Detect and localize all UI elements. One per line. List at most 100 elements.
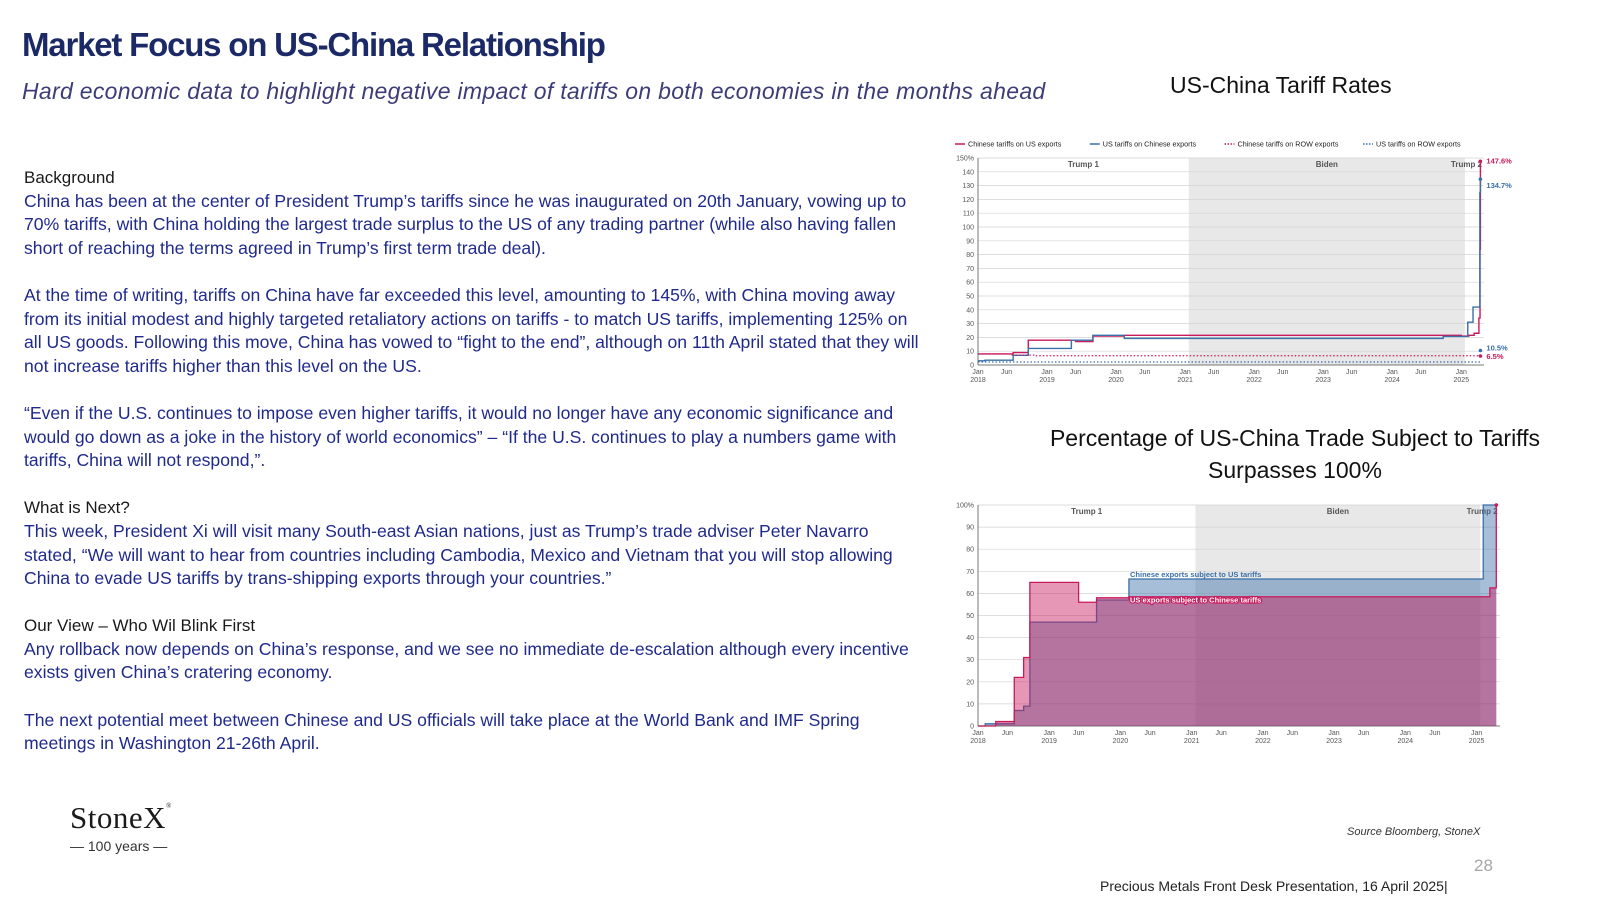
x-tick-line: Jun: [1144, 730, 1155, 737]
logo-reg: ®: [166, 802, 172, 810]
x-tick-line: Jan: [1257, 730, 1268, 737]
x-tick-label: Jan 2019: [1039, 369, 1055, 384]
x-tick-label: Jan 2018: [970, 369, 986, 384]
y-tick-label: 30: [966, 321, 974, 328]
x-tick-label: Jun: [1415, 369, 1426, 376]
y-tick-label: 0: [970, 363, 974, 370]
end-label: 6.5%: [1486, 352, 1503, 361]
x-tick-line: Jan: [1041, 369, 1052, 376]
x-tick-label: Jun: [1358, 730, 1369, 737]
end-marker: [1478, 159, 1483, 164]
x-tick-label: Jun: [1346, 369, 1357, 376]
trade-share-chart: Trump 1 Biden Trump 2 0 10 20 30 40 50 60 70 80 90 10…: [956, 503, 1500, 745]
x-tick-line: Jun: [1287, 730, 1298, 737]
x-tick-line: Jan: [1471, 730, 1482, 737]
page-subtitle: Hard economic data to highlight negative…: [22, 78, 1046, 104]
end-label: 147.6%: [1486, 156, 1512, 165]
x-tick-label: Jun: [1287, 730, 1298, 737]
y-tick-label: 80: [966, 547, 974, 554]
y-tick-label: 0: [970, 724, 974, 731]
x-tick-label: Jan 2020: [1108, 369, 1124, 384]
end-marker: [1478, 348, 1483, 353]
legend-label: Chinese tariffs on US exports: [968, 140, 1062, 149]
quote-paragraph: “Even if the U.S. continues to impose ev…: [24, 402, 897, 471]
next-paragraph: This week, President Xi will visit many …: [24, 520, 893, 589]
y-tick-label: 40: [966, 635, 974, 642]
source-note: Source Bloomberg, StoneX: [1347, 826, 1481, 838]
page-number: 28: [1474, 856, 1493, 875]
x-tick-line: 2024: [1384, 377, 1400, 384]
stonex-logo: StoneX® — 100 years —: [70, 800, 172, 854]
series-area: [978, 505, 1497, 726]
y-tick-label: 110: [963, 211, 974, 218]
end-marker: [1478, 177, 1483, 181]
y-tick-label: 70: [966, 266, 974, 273]
x-tick-label: Jan 2019: [1041, 730, 1057, 745]
x-tick-line: Jan: [972, 730, 983, 737]
period-label: Trump 1: [1068, 160, 1100, 169]
x-tick-label: Jun: [1070, 369, 1081, 376]
y-tick-label: 70: [966, 569, 974, 576]
tariff-chart-title: US-China Tariff Rates: [1170, 72, 1392, 98]
x-tick-label: Jan 2021: [1184, 730, 1200, 745]
series-line: [978, 505, 1497, 727]
x-tick-label: Jun: [1073, 730, 1084, 737]
page-title: Market Focus on US-China Relationship: [22, 26, 606, 63]
series-label-us-exports: US exports subject to Chinese tariffs: [1130, 596, 1261, 605]
logo-name: StoneX: [70, 800, 166, 835]
x-tick-label: Jan 2022: [1246, 369, 1262, 384]
x-tick-label: Jan 2025: [1454, 369, 1470, 384]
series-line: [978, 504, 1497, 727]
x-tick-line: 2021: [1177, 377, 1193, 384]
legend-label: US tariffs on ROW exports: [1376, 140, 1461, 149]
legend-label: US tariffs on Chinese exports: [1103, 140, 1197, 149]
y-tick-label: 130: [962, 183, 974, 190]
period-label: Biden: [1327, 507, 1349, 516]
x-tick-label: Jan 2018: [970, 730, 986, 745]
trade-chart-title: Percentage of US-China Trade Subject to …: [1049, 425, 1541, 483]
x-tick-label: Jun: [1429, 730, 1440, 737]
x-tick-label: Jun: [1001, 369, 1012, 376]
x-tick-line: Jan: [1317, 369, 1328, 376]
x-tick-line: 2020: [1113, 738, 1129, 745]
y-tick-label: 60: [966, 280, 974, 287]
end-label: 134.7%: [1486, 181, 1512, 190]
x-tick-line: Jan: [1386, 369, 1397, 376]
x-tick-label: Jan 2023: [1326, 730, 1342, 745]
end-label: 10.5%: [1486, 344, 1508, 353]
x-tick-line: Jan: [1180, 369, 1191, 376]
end-marker: [1494, 503, 1499, 507]
view-paragraph: Any rollback now depends on China’s resp…: [24, 638, 909, 683]
x-tick-label: Jan 2021: [1177, 369, 1193, 384]
y-tick-label: 100%: [956, 503, 974, 510]
period-label: Trump 2: [1467, 507, 1499, 516]
x-tick-line: 2024: [1397, 738, 1413, 745]
x-tick-line: 2022: [1246, 377, 1262, 384]
commentary-text: Background China has been at the center …: [24, 166, 924, 756]
x-tick-line: Jan: [1456, 369, 1467, 376]
period-label: Biden: [1316, 160, 1338, 169]
period-label: Trump 2: [1451, 160, 1483, 169]
y-tick-label: 150%: [956, 156, 974, 163]
x-tick-line: 2022: [1255, 738, 1271, 745]
x-tick-line: Jan: [1328, 730, 1339, 737]
background-heading: Background: [24, 168, 115, 187]
x-tick-label: Jan 2024: [1384, 369, 1400, 384]
x-tick-line: 2025: [1469, 738, 1485, 745]
x-tick-line: Jun: [1358, 730, 1369, 737]
background-paragraph: China has been at the center of Presiden…: [24, 190, 907, 258]
x-tick-line: 2025: [1454, 377, 1470, 384]
y-tick-label: 10: [966, 701, 974, 708]
x-tick-line: Jun: [1216, 730, 1227, 737]
x-tick-label: Jun: [1139, 369, 1150, 376]
x-tick-line: Jan: [1186, 730, 1197, 737]
x-tick-line: Jun: [1346, 369, 1357, 376]
view-heading: Our View – Who Wil Blink First: [24, 616, 256, 636]
series-label-china-exports: Chinese exports subject to US tariffs: [1130, 570, 1261, 579]
x-tick-line: Jun: [1277, 369, 1288, 376]
x-tick-line: 2018: [970, 377, 986, 384]
x-tick-line: Jan: [1249, 369, 1260, 376]
x-tick-line: Jan: [1115, 730, 1126, 737]
x-tick-line: 2021: [1184, 738, 1200, 745]
y-tick-label: 40: [966, 307, 974, 314]
